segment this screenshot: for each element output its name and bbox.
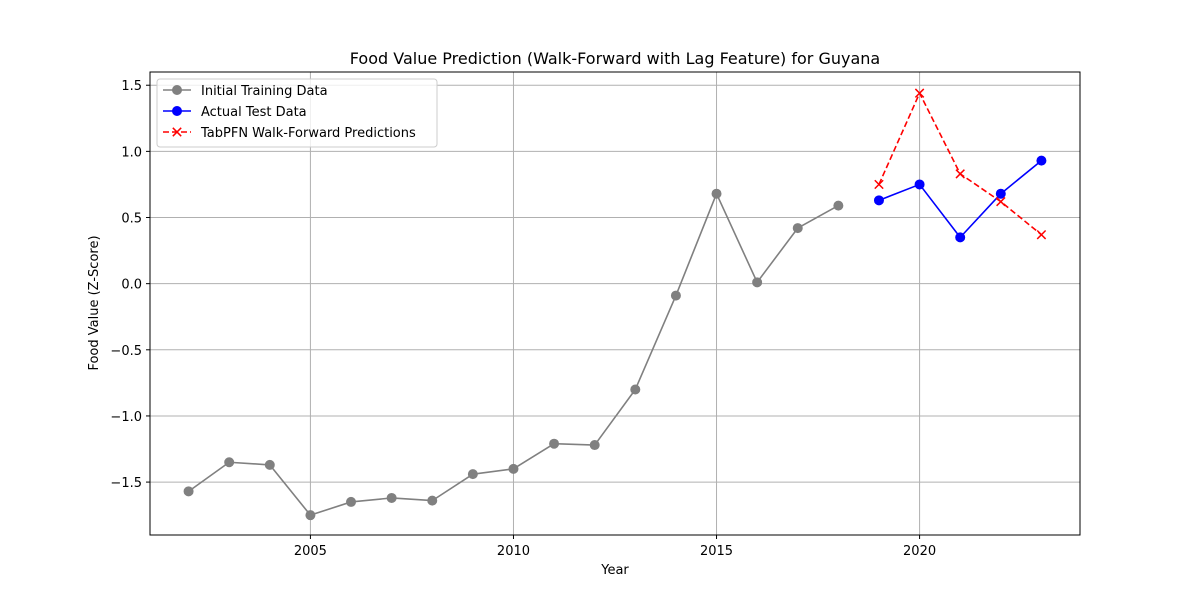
data-point xyxy=(1036,229,1047,240)
series-line xyxy=(878,92,1042,236)
data-point xyxy=(752,277,763,288)
data-point xyxy=(467,469,478,480)
data-point xyxy=(670,290,681,301)
data-point xyxy=(874,179,884,190)
x-axis-label: Year xyxy=(600,563,629,578)
data-point xyxy=(833,200,844,211)
legend-box xyxy=(156,78,438,148)
legend-entry: Actual Test Data xyxy=(163,105,307,120)
series-3 xyxy=(874,88,1047,240)
data-point xyxy=(914,88,925,98)
legend-entry: TabPFN Walk-Forward Predictions xyxy=(163,126,416,141)
data-point xyxy=(589,440,600,451)
plot-frame xyxy=(149,71,1081,536)
y-tick-label: −1.0 xyxy=(110,410,142,425)
data-point xyxy=(224,457,235,468)
data-point xyxy=(873,195,884,206)
x-marker-stroke xyxy=(874,179,884,190)
series-1 xyxy=(183,188,844,521)
x-marker-stroke xyxy=(996,196,1006,207)
series-2 xyxy=(873,155,1047,243)
legend-marker xyxy=(172,127,182,137)
data-point xyxy=(549,438,560,449)
data-point xyxy=(995,188,1006,199)
y-axis-label: Food Value (Z-Score) xyxy=(87,235,102,370)
data-point xyxy=(996,196,1006,207)
x-tick-label: 2015 xyxy=(700,544,733,559)
data-point xyxy=(630,384,641,395)
x-tick-label: 2005 xyxy=(294,544,327,559)
data-point xyxy=(305,510,316,521)
data-point xyxy=(914,179,925,190)
x-tick-label: 2010 xyxy=(497,544,530,559)
data-point xyxy=(792,223,803,234)
x-tick-label: 2020 xyxy=(903,544,936,559)
data-point xyxy=(955,169,965,179)
y-tick-label: 1.0 xyxy=(121,145,142,160)
data-point xyxy=(386,492,397,503)
chart-title: Food Value Prediction (Walk-Forward with… xyxy=(350,49,880,68)
y-tick-label: −0.5 xyxy=(110,344,142,359)
legend-label: Initial Training Data xyxy=(201,84,328,99)
y-tick-label: 0.0 xyxy=(121,278,142,293)
data-point xyxy=(183,486,194,497)
legend-label: TabPFN Walk-Forward Predictions xyxy=(200,126,416,141)
y-tick-label: 1.5 xyxy=(121,79,142,94)
data-point xyxy=(955,232,966,243)
plot-series xyxy=(183,88,1047,521)
data-point xyxy=(427,495,438,506)
legend: Initial Training Data Actual Test Data Tab… xyxy=(156,78,438,148)
x-marker-stroke xyxy=(1036,229,1047,240)
data-point xyxy=(1036,155,1047,166)
data-point xyxy=(711,188,722,199)
x-marker-stroke xyxy=(955,169,965,179)
x-marker-stroke xyxy=(172,127,182,137)
y-tick-label: 0.5 xyxy=(121,212,142,227)
axis-ticks: 2005 2010 2015 2020 −1.5 −1.0 −0.5 0.0 0.5 1.0 1.5 xyxy=(110,79,936,559)
y-tick-label: −1.5 xyxy=(110,476,142,491)
legend-marker xyxy=(172,85,182,95)
legend-entry: Initial Training Data xyxy=(163,84,328,99)
data-point xyxy=(346,496,357,507)
data-point xyxy=(264,459,275,470)
series-line xyxy=(878,160,1042,239)
legend-label: Actual Test Data xyxy=(201,105,307,120)
legend-marker xyxy=(172,106,182,116)
x-marker-stroke xyxy=(914,88,925,98)
data-point xyxy=(508,463,519,474)
